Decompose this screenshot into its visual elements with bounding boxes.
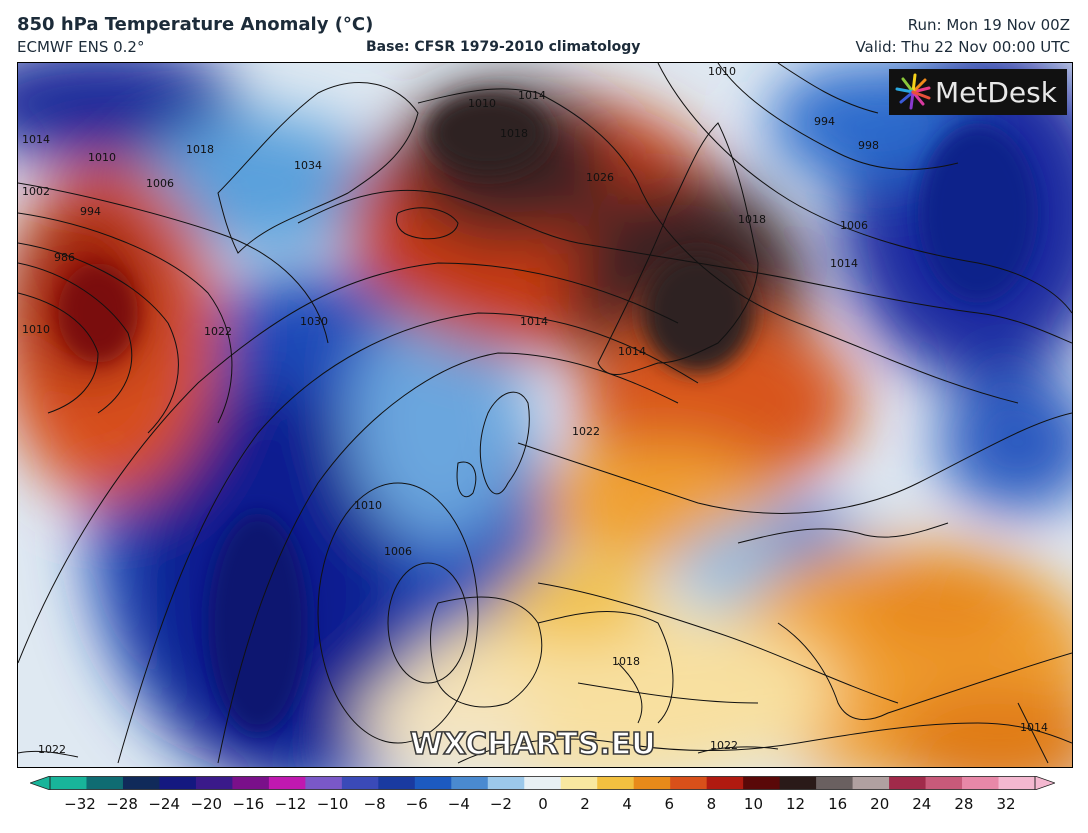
colorbar-tick-label: 8 xyxy=(706,795,717,813)
colorbar xyxy=(30,776,1055,790)
colorbar-cell xyxy=(232,776,270,790)
colorbar-tick-label: −10 xyxy=(316,795,349,813)
colorbar-tick-label: −8 xyxy=(363,795,386,813)
isobar-label: 1022 xyxy=(38,743,66,756)
colorbar-cell xyxy=(633,776,671,790)
colorbar-tick-label: 20 xyxy=(870,795,890,813)
colorbar-tick-label: 6 xyxy=(664,795,675,813)
colorbar-tick-label: 12 xyxy=(785,795,806,813)
isobar-label: 1034 xyxy=(294,159,322,172)
valid-time-label: Valid: Thu 22 Nov 00:00 UTC xyxy=(855,38,1070,56)
isobar-label: 1006 xyxy=(384,545,412,558)
colorbar-cell xyxy=(779,776,817,790)
climatology-base-label: Base: CFSR 1979-2010 climatology xyxy=(366,39,641,55)
temperature-field xyxy=(18,63,1072,767)
colorbar-tick-label: 10 xyxy=(743,795,763,813)
colorbar-cell xyxy=(268,776,306,790)
colorbar-tick-label: 24 xyxy=(912,795,932,813)
colorbar-cell xyxy=(305,776,343,790)
colorbar-tick-label: −32 xyxy=(64,795,96,813)
isobar-label: 1018 xyxy=(738,213,766,226)
metdesk-starburst-icon xyxy=(895,73,931,110)
colorbar-tick-label: −2 xyxy=(489,795,512,813)
colorbar-low-arrow xyxy=(30,776,51,790)
isobar-label: 1018 xyxy=(186,143,214,156)
isobar-label: 1030 xyxy=(300,315,328,328)
colorbar-cell xyxy=(962,776,1000,790)
colorbar-cell xyxy=(50,776,88,790)
chart-title: 850 hPa Temperature Anomaly (°C) xyxy=(17,14,374,35)
colorbar-cell xyxy=(889,776,927,790)
colorbar-tick-label: 16 xyxy=(828,795,848,813)
isobar-label: 1018 xyxy=(500,127,528,140)
isobar-label: 1006 xyxy=(146,177,174,190)
colorbar-cell xyxy=(706,776,744,790)
isobar-label: 1010 xyxy=(22,323,50,336)
isobar-label: 1010 xyxy=(88,151,116,164)
colorbar-tick-label: −28 xyxy=(106,795,138,813)
colorbar-cell xyxy=(597,776,635,790)
colorbar-tick-label: −4 xyxy=(447,795,470,813)
colorbar-cell xyxy=(670,776,708,790)
colorbar-tick-labels: −32 −28 −24 −20 −16 −12 −10 −8 −6 −4 −2 0 2 4 6 8 10 12 16… xyxy=(0,795,1088,815)
colorbar-tick-label: −12 xyxy=(274,795,307,813)
isobar-label: 1022 xyxy=(572,425,600,438)
isobar-label: 1014 xyxy=(518,89,546,102)
run-time-label: Run: Mon 19 Nov 00Z xyxy=(907,16,1070,34)
colorbar-cell xyxy=(852,776,890,790)
isobar-label: 1026 xyxy=(586,171,614,184)
colorbar-tick-label: 2 xyxy=(580,795,590,813)
colorbar-tick-label: 32 xyxy=(996,795,1016,813)
model-label: ECMWF ENS 0.2° xyxy=(17,38,145,56)
colorbar-high-arrow xyxy=(1034,776,1055,790)
colorbar-tick-label: 28 xyxy=(954,795,974,813)
colorbar-tick-label: −24 xyxy=(148,795,180,813)
colorbar-cell xyxy=(487,776,525,790)
isobar-labels: 1014 1010 1002 994 986 1006 1010 1018 10… xyxy=(22,65,1048,756)
colorbar-tick-label: −20 xyxy=(190,795,223,813)
isobars xyxy=(18,63,1072,764)
colorbar-cell xyxy=(743,776,781,790)
isobar-label: 1014 xyxy=(22,133,50,146)
isobar-label: 1018 xyxy=(612,655,640,668)
isobar-label: 1006 xyxy=(840,219,868,232)
map-canvas: 1014 1010 1002 994 986 1006 1010 1018 10… xyxy=(18,63,1072,767)
colorbar-cell xyxy=(560,776,598,790)
colorbar-cell xyxy=(195,776,234,790)
colorbar-cell xyxy=(122,776,161,790)
anomaly-map: 1014 1010 1002 994 986 1006 1010 1018 10… xyxy=(17,62,1073,768)
colorbar-cell xyxy=(86,776,124,790)
isobar-label: 1014 xyxy=(830,257,858,270)
isobar-label: 1010 xyxy=(468,97,496,110)
isobar-label: 1014 xyxy=(618,345,646,358)
colorbar-cell xyxy=(414,776,452,790)
isobar-label: 994 xyxy=(814,115,835,128)
colorbar-tick-label: −16 xyxy=(232,795,265,813)
metdesk-logo-text: MetDesk xyxy=(935,75,1057,109)
colorbar-cell xyxy=(524,776,562,790)
colorbar-cell xyxy=(998,776,1036,790)
colorbar-tick-label: −6 xyxy=(405,795,428,813)
isobar-label: 1014 xyxy=(520,315,548,328)
metdesk-logo: MetDesk xyxy=(889,69,1067,115)
wxcharts-watermark: WXCHARTS.EU xyxy=(409,726,656,763)
isobar-label: 994 xyxy=(80,205,101,218)
colorbar-cell xyxy=(378,776,416,790)
colorbar-cell xyxy=(159,776,197,790)
colorbar-tick-label: 0 xyxy=(538,795,548,813)
colorbar-cell xyxy=(925,776,963,790)
isobar-label: 1010 xyxy=(354,499,382,512)
isobar-label: 1022 xyxy=(204,325,232,338)
isobar-label: 1014 xyxy=(1020,721,1048,734)
isobar-label: 1002 xyxy=(22,185,50,198)
colorbar-cell xyxy=(451,776,489,790)
colorbar-cell xyxy=(341,776,379,790)
colorbar-tick-label: 4 xyxy=(622,795,632,813)
isobar-label: 1010 xyxy=(708,65,736,78)
isobar-label: 1022 xyxy=(710,739,738,752)
colorbar-cell xyxy=(816,776,854,790)
isobar-label: 998 xyxy=(858,139,879,152)
isobar-label: 986 xyxy=(54,251,75,264)
